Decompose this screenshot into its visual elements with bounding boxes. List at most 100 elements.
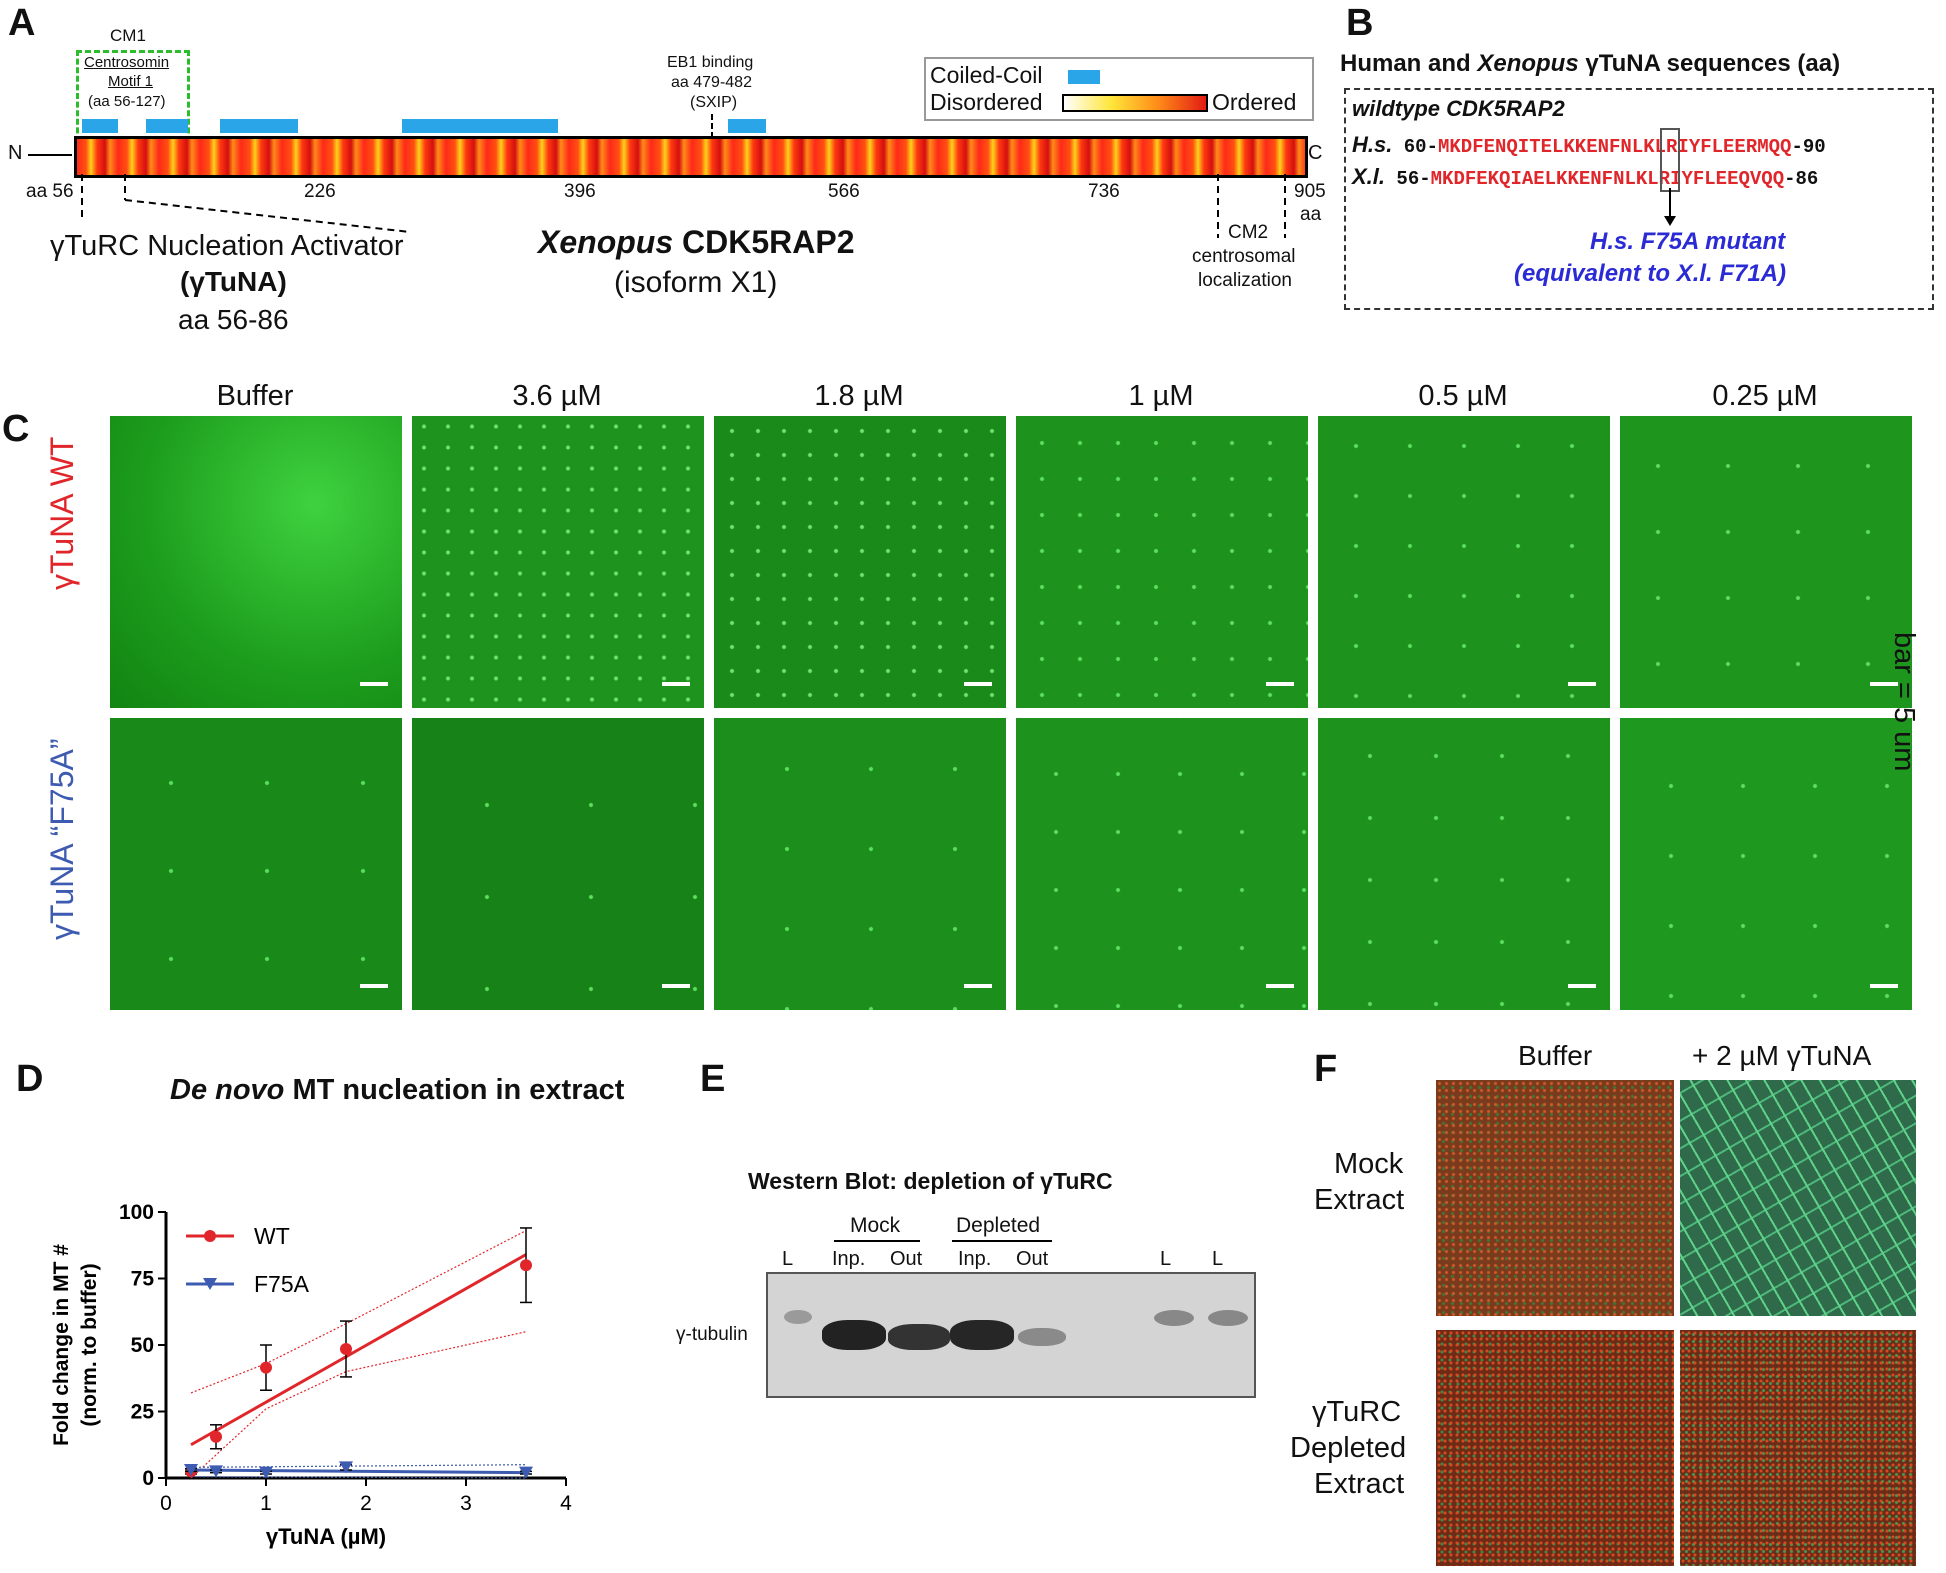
eb1-line-1: EB1 binding [667, 54, 754, 71]
lane-label-1: L [782, 1248, 794, 1270]
y-tick-label: 50 [131, 1334, 154, 1357]
tick-226: 226 [304, 181, 336, 202]
data-point-F75A [519, 1466, 533, 1479]
n-break [28, 154, 72, 156]
col-title-0-25: 0.25 µM [1712, 380, 1818, 412]
hs-label: H.s. [1352, 132, 1393, 157]
band-depleted-output [1018, 1328, 1066, 1346]
micrograph-f75a-1-8 [714, 718, 1006, 1010]
c-terminus: C [1308, 142, 1323, 164]
scale-bar [662, 682, 690, 686]
scale-bar [964, 682, 992, 686]
x-tick-label: 3 [460, 1492, 472, 1515]
band-label: γ-tubulin [676, 1324, 748, 1345]
f-row1-line2: Extract [1314, 1184, 1405, 1216]
data-point-WT [520, 1259, 532, 1272]
gamma-label-line1: γTuRC Nucleation Activator [50, 230, 404, 262]
y-tick-label: 100 [119, 1201, 154, 1224]
xl-label: X.l. [1352, 164, 1386, 189]
tick-396: 396 [564, 181, 596, 202]
lane-label-6: L [1160, 1248, 1172, 1270]
f-image-depleted-buffer [1436, 1330, 1674, 1566]
mutant-line-1: H.s. F75A mutant [1590, 228, 1786, 255]
protein-name-main: CDK5RAP2 [682, 224, 855, 260]
col-title-1: 1 µM [1128, 380, 1194, 412]
micrograph-wt-1 [1016, 416, 1308, 708]
legend-label-WT: WT [254, 1223, 290, 1249]
cm1-line-1: Centrosomin [84, 54, 170, 71]
tick-aa: aa [1300, 204, 1322, 225]
xl-start: 56- [1396, 168, 1431, 190]
f-highlight-box [1660, 128, 1680, 192]
x-tick-label: 0 [160, 1492, 172, 1515]
y-axis-label-line2: (norm. to buffer) [78, 1263, 101, 1426]
panel-d-title: De novo MT nucleation in extract [170, 1074, 624, 1107]
data-point-F75A [339, 1461, 353, 1474]
scale-bar-label: bar = 5 um [1888, 632, 1920, 772]
panel-d-letter: D [16, 1058, 44, 1100]
sequence-box [1344, 88, 1934, 310]
mutant-arrow [1664, 188, 1676, 226]
xl-row: X.l. 56-MKDFEKQIAELKKENFNLKLRIYFLEEQVQQ-… [1352, 164, 1818, 190]
tick-905: 905 [1294, 181, 1326, 202]
x-axis-label: γTuNA (µM) [266, 1524, 386, 1549]
legend-marker-WT [204, 1230, 216, 1242]
gamma-region-lines [81, 174, 1286, 238]
n-terminus: N [8, 142, 23, 164]
xl-end: -86 [1784, 168, 1819, 190]
d-title-italic: De novo [170, 1074, 285, 1106]
col-title-3-6: 3.6 µM [512, 380, 602, 412]
mock-underline [834, 1240, 920, 1242]
scale-bar [1870, 682, 1898, 686]
ci-lower-WT [190, 1331, 527, 1479]
scale-bar [360, 984, 388, 988]
y-tick-label: 75 [131, 1268, 155, 1291]
f-row2-line1: γTuRC [1312, 1396, 1402, 1428]
xl-sequence: MKDFEKQIAELKKENFNLKLRIYFLEEQVQQ [1430, 168, 1785, 190]
isoform: (isoform X1) [614, 266, 778, 299]
coiled-coil-1 [82, 119, 118, 133]
band-ladder-2 [1154, 1310, 1194, 1326]
tick-566: 566 [828, 181, 860, 202]
f-row2-line2: Depleted [1290, 1432, 1407, 1464]
d-title-rest: MT nucleation in extract [284, 1074, 625, 1106]
y-tick-label: 25 [131, 1401, 155, 1424]
legend-disordered: Disordered [930, 89, 1043, 115]
cm2-line-3: localization [1198, 270, 1292, 291]
band-ladder-1 [784, 1310, 812, 1324]
legend-ordered: Ordered [1212, 89, 1297, 115]
y-tick-label: 0 [142, 1467, 154, 1490]
gamma-label-line3: aa 56-86 [178, 304, 289, 335]
panel-c-letter: C [2, 408, 30, 450]
f-row2-line3: Extract [1314, 1468, 1405, 1500]
coiled-coil-3 [220, 119, 298, 133]
panel-b-title: Human and Xenopus γTuNA sequences (aa) [1340, 50, 1840, 78]
data-point-WT [210, 1430, 222, 1443]
gamma-label-line2: (γTuNA) [180, 266, 287, 297]
hs-end: -90 [1791, 136, 1826, 158]
nucleation-chart: 0 1 2 3 4 0 25 50 75 100 γTuNA (µM) Fold change in … [50, 1201, 572, 1549]
micrograph-f75a-1 [1016, 718, 1308, 1010]
micrograph-wt-3-6 [412, 416, 704, 708]
depleted-label: Depleted [956, 1214, 1041, 1237]
protein-name-italic: Xenopus [538, 224, 674, 260]
panel-e-letter: E [700, 1058, 726, 1100]
legend-label-F75A: F75A [254, 1271, 310, 1297]
x-tick-label: 1 [260, 1492, 272, 1515]
scale-bar [964, 984, 992, 988]
data-point-WT [260, 1361, 272, 1374]
hs-sequence: MKDFENQITELKKENFNLKLRIYFLEERMQQ [1437, 136, 1792, 158]
cm1-title: CM1 [110, 26, 146, 45]
mock-label: Mock [850, 1214, 901, 1237]
lane-label-3: Out [890, 1248, 923, 1270]
coiled-coil-2 [146, 119, 188, 133]
lane-label-2: Inp. [832, 1248, 866, 1270]
depleted-underline [952, 1240, 1052, 1242]
micrograph-wt-0-5 [1318, 416, 1610, 708]
f-col-gamma: + 2 µM γTuNA [1692, 1040, 1872, 1071]
data-point-F75A [209, 1465, 223, 1478]
tick-56: aa 56 [26, 181, 74, 202]
scale-bar [662, 984, 690, 988]
cm2-line-2: centrosomal [1192, 246, 1296, 267]
legend-box [924, 57, 1314, 121]
